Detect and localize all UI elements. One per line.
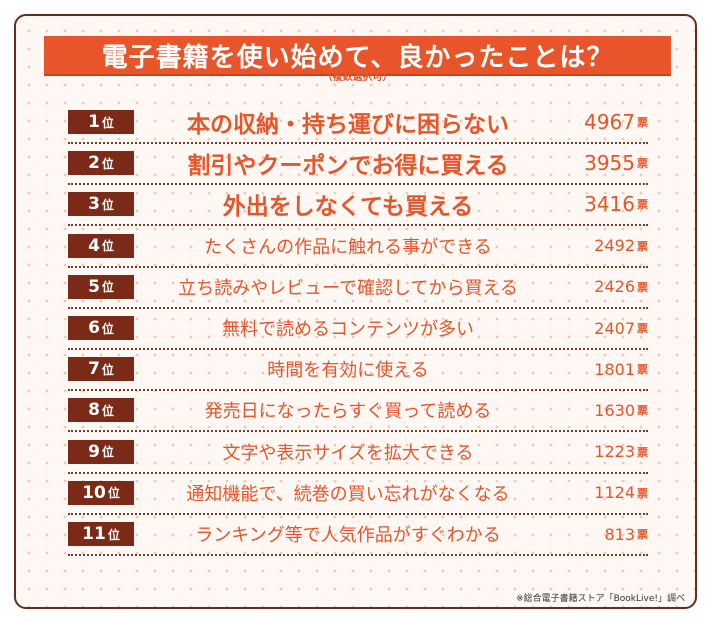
rank-suffix: 位	[107, 527, 120, 542]
rank-badge: 10 位	[68, 480, 134, 505]
vote-unit: 票	[637, 486, 648, 500]
ranking-row: 11 位 ランキング等で人気作品がすぐわかる 813 票	[68, 516, 648, 556]
vote-unit: 票	[637, 116, 648, 129]
ranking-row: 5 位 立ち読みやレビューで確認してから買える 2426 票	[68, 269, 648, 309]
rank-suffix: 位	[101, 362, 114, 377]
rank-suffix: 位	[107, 486, 120, 501]
vote-unit: 票	[637, 157, 648, 171]
rank-suffix: 位	[101, 280, 114, 295]
item-label: 時間を有効に使える	[267, 360, 429, 382]
vote-value: 1801	[594, 359, 635, 379]
item-label: 通知機能で、続巻の買い忘れがなくなる	[186, 483, 510, 505]
rank-suffix: 位	[101, 321, 114, 336]
vote-unit: 票	[637, 280, 648, 294]
vote-unit: 票	[637, 198, 648, 212]
ranking-row: 1 位 本の収納・持ち運びに困らない 4967 票	[68, 104, 648, 144]
vote-count: 2492 票	[594, 228, 648, 264]
rank-number: 5	[88, 276, 100, 297]
rank-suffix: 位	[101, 156, 114, 171]
vote-value: 4967	[584, 110, 635, 134]
item-label: 外出をしなくても買える	[222, 194, 474, 221]
vote-value: 2426	[594, 277, 635, 297]
rank-suffix: 位	[101, 239, 114, 254]
vote-value: 1630	[594, 400, 635, 420]
rank-suffix: 位	[101, 197, 114, 212]
item-label: 立ち読みやレビューで確認してから買える	[178, 277, 518, 299]
source-footnote: ※総合電子書籍ストア「BookLive!」調べ	[516, 594, 685, 604]
rank-number: 2	[88, 153, 100, 174]
ranking-row: 2 位 割引やクーポンでお得に買える 3955 票	[68, 145, 648, 186]
rank-number: 1	[88, 112, 100, 132]
rank-suffix: 位	[101, 115, 114, 130]
vote-count: 3416 票	[584, 186, 648, 222]
vote-count: 3955 票	[584, 145, 648, 181]
vote-unit: 票	[637, 239, 648, 253]
vote-count: 4967 票	[584, 104, 648, 140]
vote-value: 1124	[594, 483, 635, 503]
vote-count: 813 票	[604, 516, 648, 552]
rank-number: 9	[88, 441, 100, 462]
vote-count: 2426 票	[594, 269, 648, 305]
chart-subtitle: （複数選択可）	[322, 72, 393, 83]
rank-number: 3	[88, 194, 100, 215]
rank-number: 7	[88, 359, 100, 380]
rank-number: 8	[88, 400, 100, 421]
vote-value: 2407	[594, 318, 635, 338]
item-label: 文字や表示サイズを拡大できる	[222, 442, 474, 464]
ranking-row: 3 位 外出をしなくても買える 3416 票	[68, 186, 648, 227]
item-label: 発売日になったらすぐ買って読める	[204, 401, 492, 423]
vote-value: 3955	[584, 151, 635, 176]
item-label: 無料で読めるコンテンツが多い	[222, 319, 474, 340]
rank-number: 6	[88, 318, 100, 338]
rank-number: 11	[82, 524, 106, 544]
ranking-row: 10 位 通知機能で、続巻の買い忘れがなくなる 1124 票	[68, 475, 648, 515]
rank-suffix: 位	[101, 445, 114, 460]
item-label: 割引やクーポンでお得に買える	[187, 153, 509, 180]
vote-value: 813	[604, 524, 635, 544]
item-label: 本の収納・持ち運びに困らない	[187, 112, 509, 138]
vote-unit: 票	[637, 528, 648, 541]
item-label: たくさんの作品に触れる事ができる	[204, 236, 492, 258]
vote-count: 1124 票	[594, 475, 648, 511]
title-banner: 電子書籍を使い始めて、良かったことは？	[44, 36, 671, 74]
rank-number: 10	[82, 482, 106, 503]
rank-badge: 11 位	[68, 522, 134, 546]
ranking-row: 6 位 無料で読めるコンテンツが多い 2407 票	[68, 310, 648, 350]
ranking-row: 4 位 たくさんの作品に触れる事ができる 2492 票	[68, 228, 648, 268]
ranking-row: 9 位 文字や表示サイズを拡大できる 1223 票	[68, 434, 648, 474]
vote-value: 1223	[594, 442, 635, 462]
rank-number: 4	[88, 235, 100, 256]
vote-unit: 票	[637, 363, 648, 377]
vote-count: 1801 票	[594, 351, 648, 387]
rank-suffix: 位	[101, 403, 114, 418]
vote-unit: 票	[637, 404, 648, 418]
ranking-row: 8 位 発売日になったらすぐ買って読める 1630 票	[68, 392, 648, 433]
vote-count: 1223 票	[594, 434, 648, 470]
vote-value: 2492	[594, 236, 635, 256]
ranking-row: 7 位 時間を有効に使える 1801 票	[68, 351, 648, 392]
vote-count: 1630 票	[594, 392, 648, 428]
vote-value: 3416	[584, 192, 635, 217]
vote-unit: 票	[637, 445, 648, 459]
item-label: ランキング等で人気作品がすぐわかる	[195, 525, 501, 546]
vote-count: 2407 票	[594, 310, 648, 346]
chart-title: 電子書籍を使い始めて、良かったことは？	[101, 42, 614, 73]
vote-unit: 票	[637, 322, 648, 335]
